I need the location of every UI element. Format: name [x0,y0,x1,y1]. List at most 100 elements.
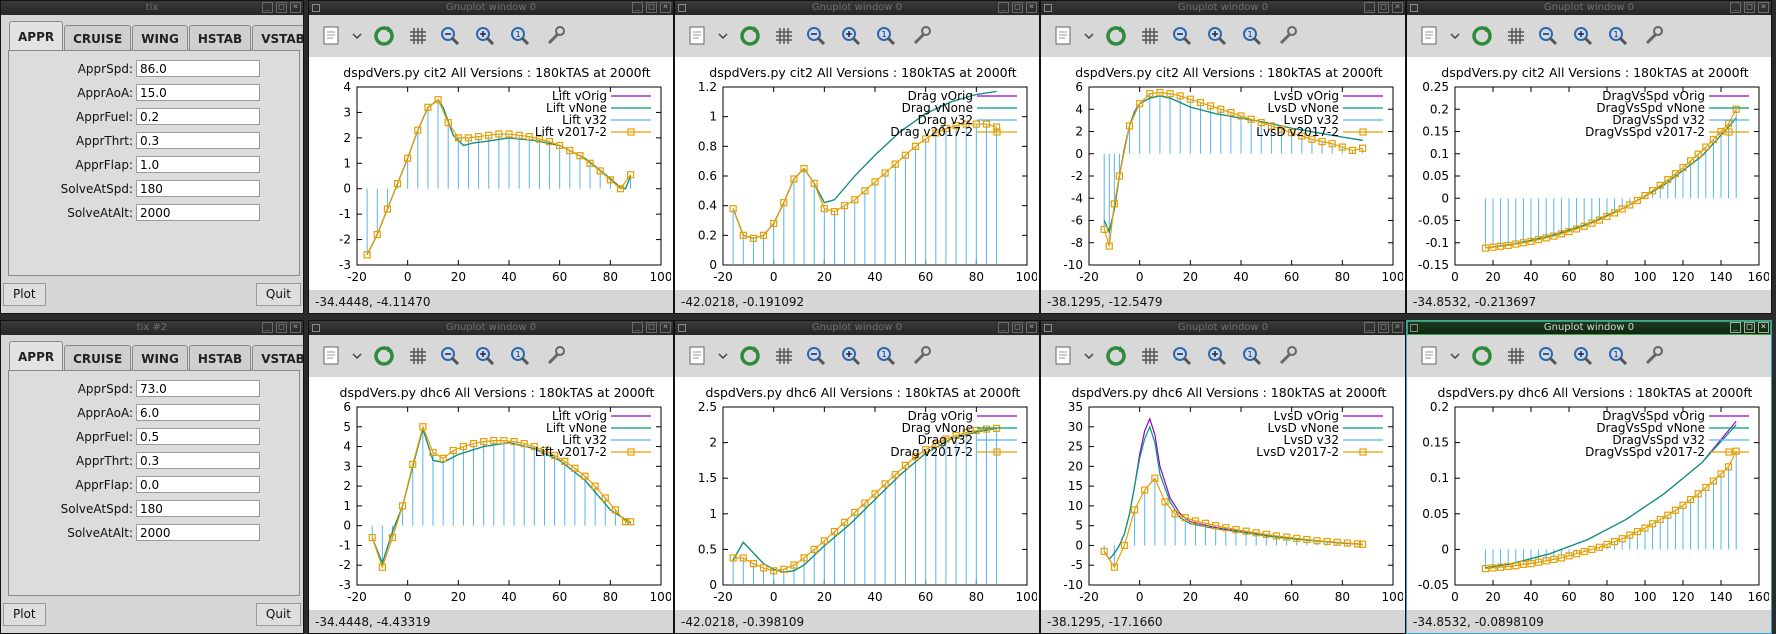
window-titlebar[interactable]: Gnuplot window 0 _ □ × [1041,1,1405,15]
replot-icon[interactable] [739,345,761,367]
maximize-icon[interactable]: □ [646,322,657,333]
zoom-fit-icon[interactable]: 1 [875,345,897,367]
tab-wing[interactable]: WING [132,25,188,51]
copy-icon[interactable] [1419,25,1441,47]
zoom-fit-icon[interactable]: 1 [875,25,897,47]
settings-icon[interactable] [545,25,567,47]
zoom-fit-icon[interactable]: 1 [1241,345,1263,367]
settings-icon[interactable] [1643,345,1665,367]
quit-button[interactable]: Quit [255,603,301,626]
tab-wing[interactable]: WING [132,345,188,371]
grid-icon[interactable] [1505,345,1527,367]
grid-icon[interactable] [773,345,795,367]
zoom-out-icon[interactable] [1537,345,1559,367]
minimize-icon[interactable]: _ [632,322,643,333]
zoom-out-icon[interactable] [805,345,827,367]
maximize-icon[interactable]: □ [1744,2,1755,13]
copy-icon[interactable] [1053,345,1075,367]
zoom-in-icon[interactable] [1572,25,1594,47]
minimize-icon[interactable]: _ [262,2,273,13]
plot-canvas[interactable]: dspdVers.py cit2 All Versions : 180kTAS … [1041,57,1405,290]
minimize-icon[interactable]: _ [1364,2,1375,13]
solve-at-alt-input[interactable] [136,524,260,541]
window-menu-icon[interactable] [1410,4,1418,12]
window-menu-icon[interactable] [678,324,686,332]
zoom-out-icon[interactable] [439,345,461,367]
window-menu-icon[interactable] [1044,324,1052,332]
zoom-fit-icon[interactable]: 1 [1607,25,1629,47]
chevron-down-icon[interactable] [715,25,737,47]
minimize-icon[interactable]: _ [998,322,1009,333]
chevron-down-icon[interactable] [349,25,371,47]
minimize-icon[interactable]: _ [632,2,643,13]
appr-aoa-input[interactable] [136,404,260,421]
plot-canvas[interactable]: dspdVers.py dhc6 All Versions : 180kTAS … [309,377,673,610]
close-icon[interactable]: × [1026,322,1037,333]
zoom-fit-icon[interactable]: 1 [1241,25,1263,47]
zoom-out-icon[interactable] [1171,25,1193,47]
chevron-down-icon[interactable] [1081,25,1103,47]
chevron-down-icon[interactable] [1447,345,1469,367]
settings-icon[interactable] [1643,25,1665,47]
tab-appr[interactable]: APPR [9,21,64,51]
plot-canvas[interactable]: dspdVers.py dhc6 All Versions : 180kTAS … [675,377,1039,610]
grid-icon[interactable] [407,345,429,367]
plot-button[interactable]: Plot [3,283,46,306]
copy-icon[interactable] [321,345,343,367]
zoom-out-icon[interactable] [805,25,827,47]
tab-vstab[interactable]: VSTAB [252,345,303,371]
close-icon[interactable]: × [290,322,301,333]
minimize-icon[interactable]: _ [1364,322,1375,333]
maximize-icon[interactable]: □ [276,2,287,13]
zoom-in-icon[interactable] [1206,345,1228,367]
window-titlebar[interactable]: Gnuplot window 0 _ □ × [675,1,1039,15]
zoom-out-icon[interactable] [1171,345,1193,367]
window-menu-icon[interactable] [312,324,320,332]
zoom-out-icon[interactable] [1537,25,1559,47]
quit-button[interactable]: Quit [255,283,301,306]
zoom-fit-icon[interactable]: 1 [509,345,531,367]
appr-thrt-input[interactable] [136,132,260,149]
chevron-down-icon[interactable] [349,345,371,367]
maximize-icon[interactable]: □ [646,2,657,13]
window-titlebar[interactable]: tix #2 _ □ × [1,321,303,335]
plot-canvas[interactable]: dspdVers.py cit2 All Versions : 180kTAS … [675,57,1039,290]
zoom-fit-icon[interactable]: 1 [509,25,531,47]
maximize-icon[interactable]: □ [1012,2,1023,13]
replot-icon[interactable] [739,25,761,47]
zoom-in-icon[interactable] [474,345,496,367]
zoom-in-icon[interactable] [474,25,496,47]
copy-icon[interactable] [1053,25,1075,47]
grid-icon[interactable] [1139,25,1161,47]
close-icon[interactable]: × [290,2,301,13]
window-menu-icon[interactable] [1044,4,1052,12]
window-titlebar[interactable]: tix _ □ × [1,1,303,15]
maximize-icon[interactable]: □ [276,322,287,333]
replot-icon[interactable] [1471,345,1493,367]
tab-cruise[interactable]: CRUISE [64,345,132,371]
minimize-icon[interactable]: _ [1730,322,1741,333]
grid-icon[interactable] [1139,345,1161,367]
plot-button[interactable]: Plot [3,603,46,626]
tab-appr[interactable]: APPR [9,341,64,371]
close-icon[interactable]: × [1758,2,1769,13]
zoom-fit-icon[interactable]: 1 [1607,345,1629,367]
minimize-icon[interactable]: _ [262,322,273,333]
grid-icon[interactable] [773,25,795,47]
copy-icon[interactable] [687,25,709,47]
solve-at-alt-input[interactable] [136,204,260,221]
grid-icon[interactable] [1505,25,1527,47]
close-icon[interactable]: × [660,322,671,333]
appr-flap-input[interactable] [136,156,260,173]
chevron-down-icon[interactable] [715,345,737,367]
zoom-in-icon[interactable] [840,25,862,47]
settings-icon[interactable] [1277,345,1299,367]
maximize-icon[interactable]: □ [1744,322,1755,333]
tab-vstab[interactable]: VSTAB [252,25,303,51]
maximize-icon[interactable]: □ [1378,322,1389,333]
window-titlebar[interactable]: Gnuplot window 0 _ □ × [309,1,673,15]
appr-spd-input[interactable] [136,60,260,77]
tab-cruise[interactable]: CRUISE [64,25,132,51]
replot-icon[interactable] [1105,345,1127,367]
close-icon[interactable]: × [1026,2,1037,13]
